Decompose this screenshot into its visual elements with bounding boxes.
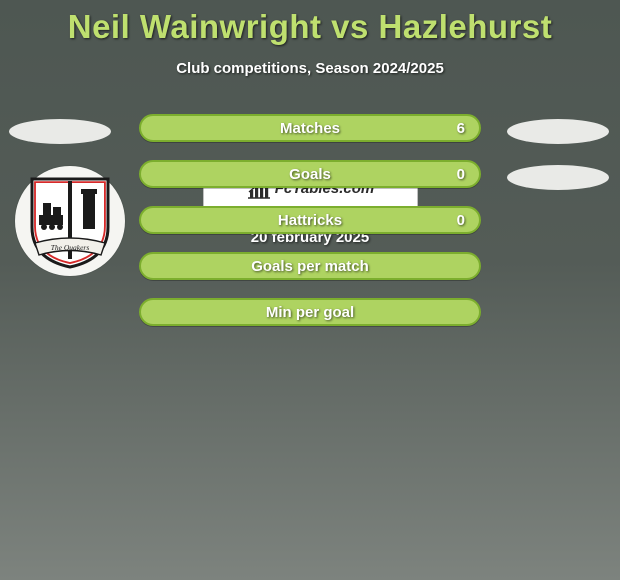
page-title: Neil Wainwright vs Hazlehurst [0, 0, 620, 46]
stat-bar-value: 0 [457, 212, 465, 229]
stat-bars: Matches 6 Goals 0 Hattricks 0 Goals per match M… [0, 114, 620, 326]
stat-bar: Hattricks 0 [139, 206, 481, 234]
stat-bar-value: 6 [457, 120, 465, 137]
stat-bar: Goals 0 [139, 160, 481, 188]
subtitle: Club competitions, Season 2024/2025 [0, 60, 620, 77]
stat-bar-label: Hattricks [278, 212, 342, 229]
top-row: The Quakers Matches6Goals0Hattricks0Goal… [0, 114, 620, 160]
infographic: Neil Wainwright vs Hazlehurst Club compe… [0, 0, 620, 246]
stat-bar: Matches 6 [139, 114, 481, 142]
stat-bar-label: Goals per match [251, 258, 369, 275]
stat-bar-label: Goals [289, 166, 331, 183]
stat-bar-value: 0 [457, 166, 465, 183]
stat-bar-label: Min per goal [266, 304, 354, 321]
stat-bar-label: Matches [280, 120, 340, 137]
stat-bar: Min per goal [139, 298, 481, 326]
stat-bar: Goals per match [139, 252, 481, 280]
